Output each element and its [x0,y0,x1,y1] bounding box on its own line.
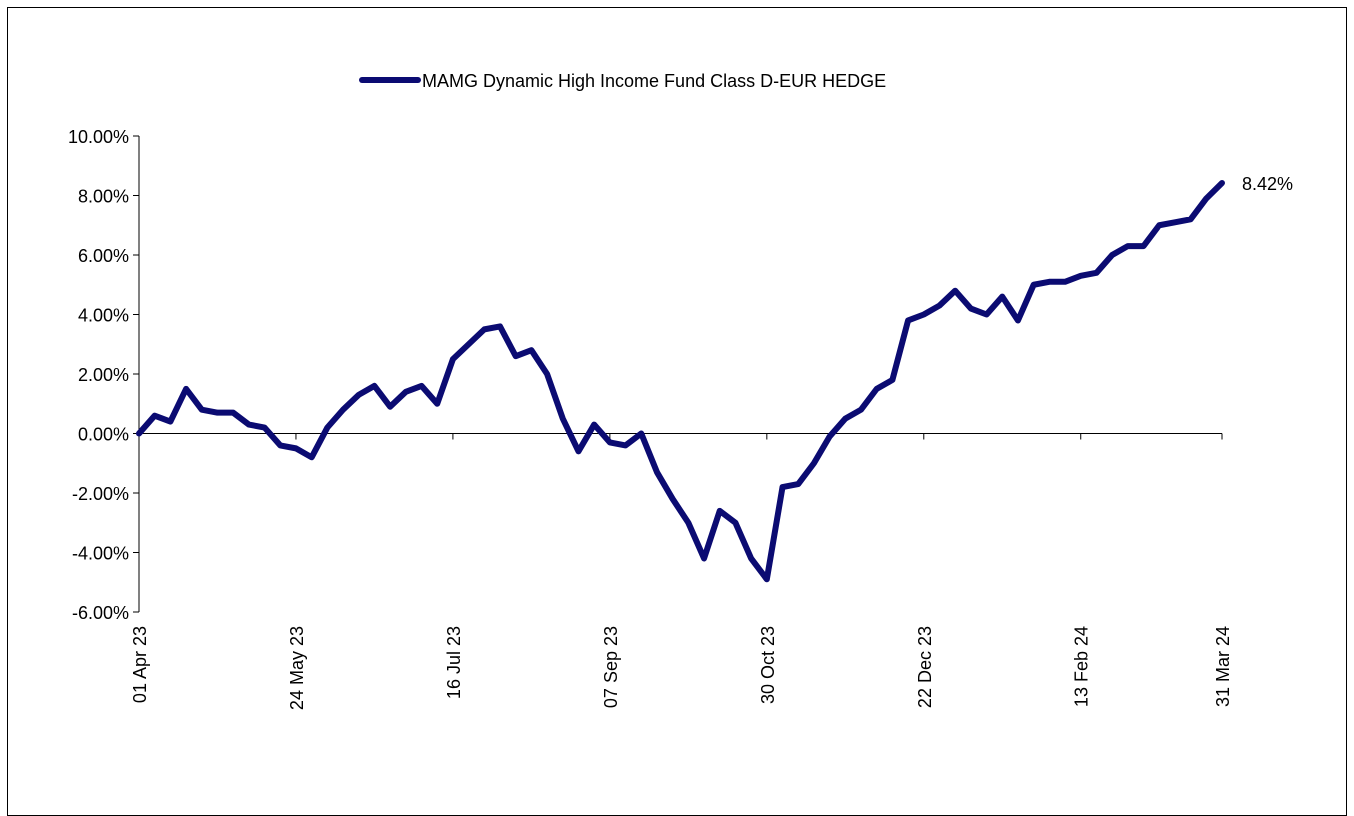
y-tick-label: -4.00% [72,544,129,564]
x-tick-label: 16 Jul 23 [444,626,464,699]
x-tick-label: 31 Mar 24 [1213,626,1233,707]
y-tick-label: -2.00% [72,484,129,504]
y-tick-label: 0.00% [78,425,129,445]
legend-label: MAMG Dynamic High Income Fund Class D-EU… [422,71,886,91]
x-tick-label: 07 Sep 23 [601,626,621,708]
y-tick-label: 8.00% [78,187,129,207]
series-line [136,180,1225,583]
x-tick-label: 22 Dec 23 [915,626,935,708]
y-tick-label: 10.00% [68,127,129,147]
y-tick-label: -6.00% [72,603,129,623]
y-tick-label: 6.00% [78,246,129,266]
data-label: 8.42% [1242,174,1293,194]
x-tick-label: 30 Oct 23 [758,626,778,704]
x-tick-label: 13 Feb 24 [1072,626,1092,707]
x-tick-label: 24 May 23 [287,626,307,710]
x-tick-label: 01 Apr 23 [130,626,150,703]
y-tick-label: 4.00% [78,306,129,326]
y-tick-label: 2.00% [78,365,129,385]
